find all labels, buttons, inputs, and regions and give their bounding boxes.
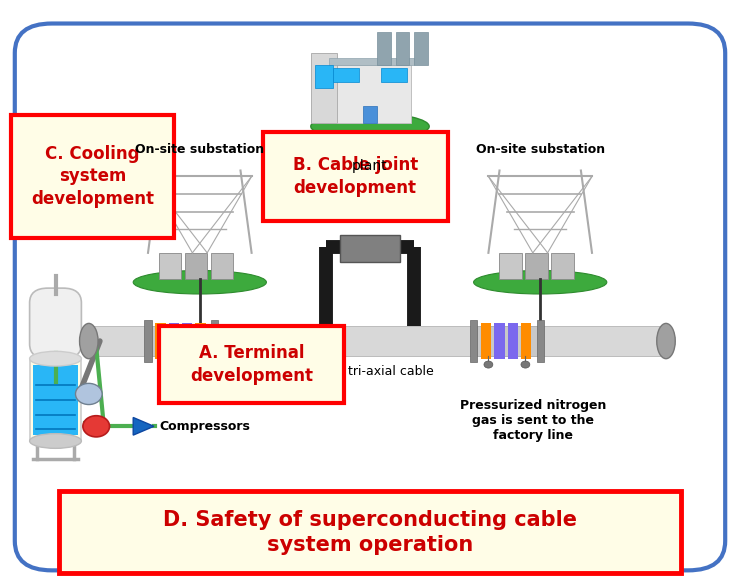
Text: C. Cooling
system
development: C. Cooling system development bbox=[31, 145, 154, 208]
Bar bbox=[30, 359, 81, 441]
Bar bbox=[169, 323, 179, 359]
Ellipse shape bbox=[657, 323, 676, 359]
FancyBboxPatch shape bbox=[59, 491, 681, 573]
Text: tri-axial cable: tri-axial cable bbox=[348, 365, 434, 377]
Ellipse shape bbox=[474, 270, 607, 294]
Bar bbox=[185, 253, 207, 279]
Text: B. Cable joint
development: B. Cable joint development bbox=[292, 156, 418, 196]
Text: A. Terminal
development: A. Terminal development bbox=[190, 345, 313, 385]
Text: Pressurized nitrogen
gas is sent to the
factory line: Pressurized nitrogen gas is sent to the … bbox=[460, 399, 606, 442]
Text: On-site substation: On-site substation bbox=[476, 143, 605, 156]
Bar bbox=[363, 106, 377, 123]
Bar bbox=[481, 323, 491, 359]
Circle shape bbox=[75, 383, 102, 405]
FancyBboxPatch shape bbox=[159, 326, 344, 403]
Bar bbox=[152, 326, 215, 356]
Bar bbox=[329, 58, 414, 65]
Bar bbox=[396, 32, 409, 65]
Circle shape bbox=[83, 416, 110, 437]
Bar bbox=[314, 65, 333, 88]
Ellipse shape bbox=[30, 351, 81, 366]
Text: On-site substation: On-site substation bbox=[135, 143, 264, 156]
FancyBboxPatch shape bbox=[11, 115, 174, 238]
Bar bbox=[494, 323, 505, 359]
Ellipse shape bbox=[30, 434, 81, 448]
FancyBboxPatch shape bbox=[15, 24, 725, 570]
Ellipse shape bbox=[80, 323, 98, 359]
Bar bbox=[33, 365, 78, 435]
Bar bbox=[536, 320, 544, 362]
Polygon shape bbox=[133, 417, 154, 435]
Bar bbox=[89, 326, 666, 356]
Ellipse shape bbox=[311, 113, 429, 140]
Bar bbox=[159, 253, 181, 279]
Circle shape bbox=[484, 361, 493, 368]
Text: Compressors: Compressors bbox=[159, 420, 250, 433]
Circle shape bbox=[521, 361, 530, 368]
Bar bbox=[508, 323, 518, 359]
Ellipse shape bbox=[133, 270, 266, 294]
Bar bbox=[377, 32, 391, 65]
Bar bbox=[195, 323, 206, 359]
FancyBboxPatch shape bbox=[340, 235, 400, 262]
Bar bbox=[381, 68, 407, 82]
Bar bbox=[521, 323, 531, 359]
Bar bbox=[414, 32, 428, 65]
Bar bbox=[155, 323, 166, 359]
Circle shape bbox=[158, 361, 167, 368]
Text: plant: plant bbox=[352, 159, 388, 173]
Bar bbox=[333, 68, 359, 82]
Text: D. Safety of superconducting cable
system operation: D. Safety of superconducting cable syste… bbox=[163, 510, 577, 554]
Circle shape bbox=[195, 361, 204, 368]
Bar bbox=[211, 320, 218, 362]
Bar bbox=[477, 326, 540, 356]
Bar bbox=[211, 253, 233, 279]
Bar bbox=[470, 320, 477, 362]
Bar bbox=[525, 253, 548, 279]
FancyBboxPatch shape bbox=[263, 132, 448, 220]
Bar bbox=[144, 320, 152, 362]
FancyBboxPatch shape bbox=[30, 288, 81, 359]
Bar bbox=[500, 253, 522, 279]
Bar bbox=[311, 53, 337, 123]
Bar bbox=[182, 323, 192, 359]
Bar bbox=[551, 253, 574, 279]
Bar bbox=[329, 65, 411, 123]
